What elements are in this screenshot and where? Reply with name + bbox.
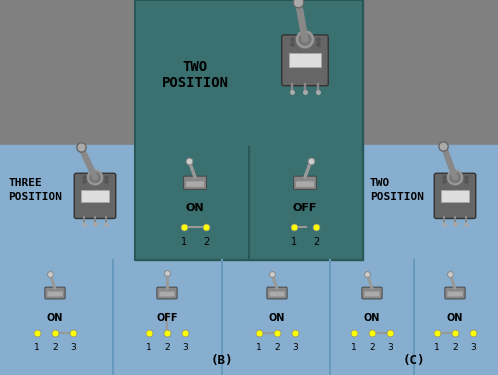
FancyBboxPatch shape bbox=[294, 176, 316, 189]
Bar bbox=[0, 145, 498, 375]
Text: 2: 2 bbox=[164, 343, 170, 352]
Text: POSITION: POSITION bbox=[8, 192, 62, 202]
Bar bbox=[441, 190, 469, 202]
Text: THREE: THREE bbox=[8, 178, 42, 188]
Text: 2: 2 bbox=[274, 343, 280, 352]
Text: 3: 3 bbox=[292, 343, 298, 352]
Text: POSITION: POSITION bbox=[370, 192, 424, 202]
Text: 3: 3 bbox=[182, 343, 188, 352]
Text: 1: 1 bbox=[181, 237, 187, 247]
Circle shape bbox=[450, 172, 460, 183]
Text: 1: 1 bbox=[351, 343, 357, 352]
Circle shape bbox=[90, 172, 100, 183]
FancyBboxPatch shape bbox=[296, 182, 314, 187]
FancyBboxPatch shape bbox=[445, 287, 465, 299]
Text: 2: 2 bbox=[452, 343, 458, 352]
Text: ON: ON bbox=[186, 203, 204, 213]
Bar bbox=[81, 190, 109, 202]
Text: OFF: OFF bbox=[293, 203, 317, 213]
Text: 1: 1 bbox=[256, 343, 262, 352]
Bar bbox=[135, 0, 363, 260]
Text: 1: 1 bbox=[291, 237, 297, 247]
FancyBboxPatch shape bbox=[365, 291, 379, 297]
Text: 2: 2 bbox=[203, 237, 209, 247]
FancyBboxPatch shape bbox=[447, 291, 463, 297]
Text: 3: 3 bbox=[387, 343, 393, 352]
FancyBboxPatch shape bbox=[267, 287, 287, 299]
Text: OFF: OFF bbox=[156, 313, 178, 323]
Text: ON: ON bbox=[269, 313, 285, 323]
FancyBboxPatch shape bbox=[157, 287, 177, 299]
Bar bbox=[289, 53, 321, 68]
Text: POSITION: POSITION bbox=[161, 76, 229, 90]
Text: ON: ON bbox=[447, 313, 463, 323]
Text: TWO: TWO bbox=[182, 60, 208, 74]
Text: 1: 1 bbox=[146, 343, 152, 352]
Circle shape bbox=[299, 33, 311, 45]
Circle shape bbox=[448, 170, 463, 185]
FancyBboxPatch shape bbox=[362, 287, 382, 299]
FancyBboxPatch shape bbox=[184, 176, 206, 189]
FancyBboxPatch shape bbox=[282, 35, 328, 86]
FancyBboxPatch shape bbox=[45, 287, 65, 299]
Bar bbox=[135, 0, 363, 260]
Circle shape bbox=[296, 31, 314, 48]
Text: (B): (B) bbox=[211, 354, 233, 367]
Text: TWO: TWO bbox=[370, 178, 390, 188]
Text: 3: 3 bbox=[70, 343, 76, 352]
Text: 2: 2 bbox=[369, 343, 375, 352]
Text: 2: 2 bbox=[313, 237, 319, 247]
Text: (C): (C) bbox=[403, 354, 425, 367]
FancyBboxPatch shape bbox=[74, 173, 116, 219]
FancyBboxPatch shape bbox=[434, 173, 476, 219]
FancyBboxPatch shape bbox=[47, 291, 63, 297]
Text: ON: ON bbox=[47, 313, 63, 323]
FancyBboxPatch shape bbox=[186, 182, 204, 187]
Circle shape bbox=[88, 170, 103, 185]
Text: ON: ON bbox=[364, 313, 380, 323]
FancyBboxPatch shape bbox=[159, 291, 175, 297]
FancyBboxPatch shape bbox=[269, 291, 284, 297]
Text: 1: 1 bbox=[434, 343, 440, 352]
Text: 1: 1 bbox=[34, 343, 40, 352]
Text: 3: 3 bbox=[470, 343, 476, 352]
Text: 2: 2 bbox=[52, 343, 58, 352]
